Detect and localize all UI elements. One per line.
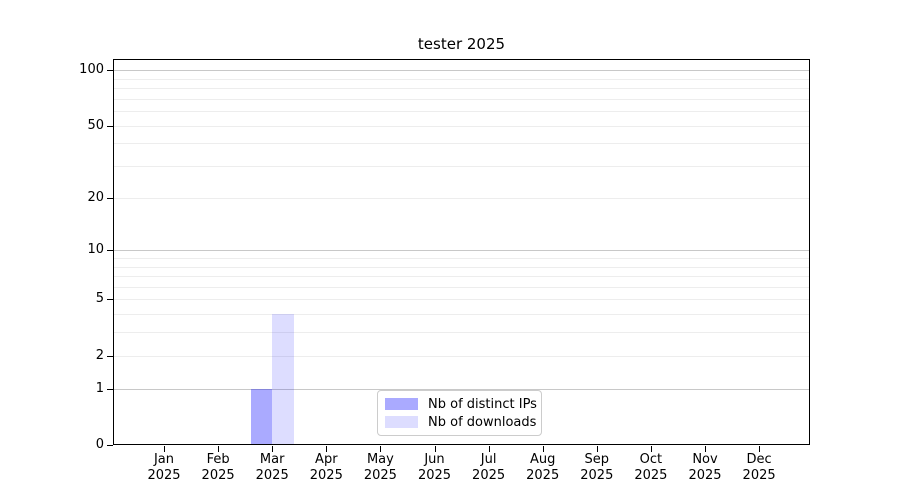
x-tick-month: Feb: [206, 452, 230, 467]
x-tick-month: Sep: [584, 452, 610, 467]
x-tick-year: 2025: [472, 467, 506, 483]
x-tick-label-jan: Jan 2025: [132, 452, 196, 483]
x-tick-year: 2025: [526, 467, 560, 483]
x-tick-month: May: [366, 452, 394, 467]
y-gridline-minor: [114, 98, 809, 100]
legend-row-nb-of-downloads: Nb of downloads: [385, 414, 537, 430]
y-tick-mark: [107, 198, 113, 199]
x-tick-year: 2025: [742, 467, 776, 483]
y-gridline-minor: [114, 332, 809, 334]
legend-label: Nb of downloads: [428, 414, 537, 430]
x-tick-month: Jan: [153, 452, 175, 467]
y-tick-label: 100: [79, 62, 104, 78]
y-gridline-minor: [114, 88, 809, 90]
x-tick-label-sep: Sep 2025: [565, 452, 629, 483]
y-gridline-major: [114, 250, 809, 252]
legend: Nb of distinct IPs Nb of downloads: [377, 390, 542, 436]
y-gridline-minor: [114, 143, 809, 145]
y-tick-mark: [107, 389, 113, 390]
y-tick-label: 5: [95, 291, 104, 307]
x-tick-month: Aug: [529, 452, 556, 467]
x-tick-label-may: May 2025: [348, 452, 412, 483]
x-tick-month: Oct: [639, 452, 663, 467]
chart-title: tester 2025: [417, 35, 506, 53]
y-tick-mark: [107, 445, 113, 446]
y-tick-mark: [107, 250, 113, 251]
x-tick-label-oct: Oct 2025: [619, 452, 683, 483]
x-tick-year: 2025: [147, 467, 181, 483]
x-tick-label-dec: Dec 2025: [727, 452, 791, 483]
x-tick-year: 2025: [309, 467, 343, 483]
x-tick-year: 2025: [255, 467, 289, 483]
y-tick-label: 20: [87, 189, 104, 205]
legend-swatch: [385, 398, 418, 410]
y-tick-mark: [107, 356, 113, 357]
y-gridline-minor: [114, 166, 809, 168]
plot-area: [113, 59, 810, 445]
y-tick-mark: [107, 70, 113, 71]
x-tick-year: 2025: [580, 467, 614, 483]
y-tick-label: 50: [87, 117, 104, 133]
legend-row-nb-of-distinct-ips: Nb of distinct IPs: [385, 396, 537, 412]
x-tick-month: Dec: [746, 452, 772, 467]
y-gridline-major: [114, 70, 809, 72]
x-tick-label-mar: Mar 2025: [240, 452, 304, 483]
y-gridline-minor: [114, 314, 809, 316]
x-tick-mark: [380, 446, 381, 452]
legend-swatch: [385, 416, 418, 428]
y-gridline-minor: [114, 258, 809, 259]
x-tick-year: 2025: [201, 467, 235, 483]
x-tick-mark: [489, 446, 490, 452]
x-tick-month: Jun: [424, 452, 445, 467]
bar-nb-of-distinct-ips: [250, 388, 273, 444]
y-tick-label: 0: [95, 437, 104, 452]
x-tick-year: 2025: [688, 467, 722, 483]
x-tick-label-apr: Apr 2025: [294, 452, 358, 483]
y-gridline-minor: [114, 125, 809, 127]
x-tick-month: Mar: [259, 452, 285, 467]
y-tick-mark: [107, 126, 113, 127]
y-tick-label: 10: [87, 242, 104, 258]
x-tick-mark: [435, 446, 436, 452]
y-tick-label: 1: [95, 380, 104, 396]
x-tick-label-feb: Feb 2025: [186, 452, 250, 483]
x-tick-mark: [651, 446, 652, 452]
x-tick-mark: [705, 446, 706, 452]
y-tick-label: 2: [95, 347, 104, 363]
y-gridline-major: [114, 388, 809, 390]
y-gridline-minor: [114, 276, 809, 278]
x-tick-year: 2025: [417, 467, 452, 483]
x-tick-mark: [597, 446, 598, 452]
y-gridline-minor: [114, 266, 809, 268]
y-gridline-minor: [114, 355, 809, 357]
y-gridline-minor: [114, 286, 809, 288]
bar-nb-of-downloads: [272, 314, 294, 444]
y-gridline-minor: [114, 78, 809, 80]
x-tick-mark: [218, 446, 219, 452]
y-gridline-minor: [114, 197, 809, 199]
x-tick-month: Nov: [692, 452, 718, 467]
x-tick-year: 2025: [634, 467, 668, 483]
x-tick-label-jul: Jul 2025: [457, 452, 521, 483]
x-tick-month: Apr: [315, 452, 338, 467]
y-gridline-minor: [114, 111, 809, 113]
x-tick-year: 2025: [363, 467, 397, 483]
x-tick-label-aug: Aug 2025: [511, 452, 575, 483]
y-gridline-minor: [114, 299, 809, 301]
x-tick-month: Jul: [480, 452, 497, 467]
legend-label: Nb of distinct IPs: [428, 396, 537, 412]
y-tick-mark: [107, 299, 113, 300]
x-tick-mark: [164, 446, 165, 452]
x-tick-mark: [759, 446, 760, 452]
x-tick-mark: [272, 446, 273, 452]
x-tick-label-nov: Nov 2025: [673, 452, 737, 483]
x-tick-label-jun: Jun 2025: [403, 452, 467, 483]
x-tick-mark: [326, 446, 327, 452]
x-tick-mark: [543, 446, 544, 452]
